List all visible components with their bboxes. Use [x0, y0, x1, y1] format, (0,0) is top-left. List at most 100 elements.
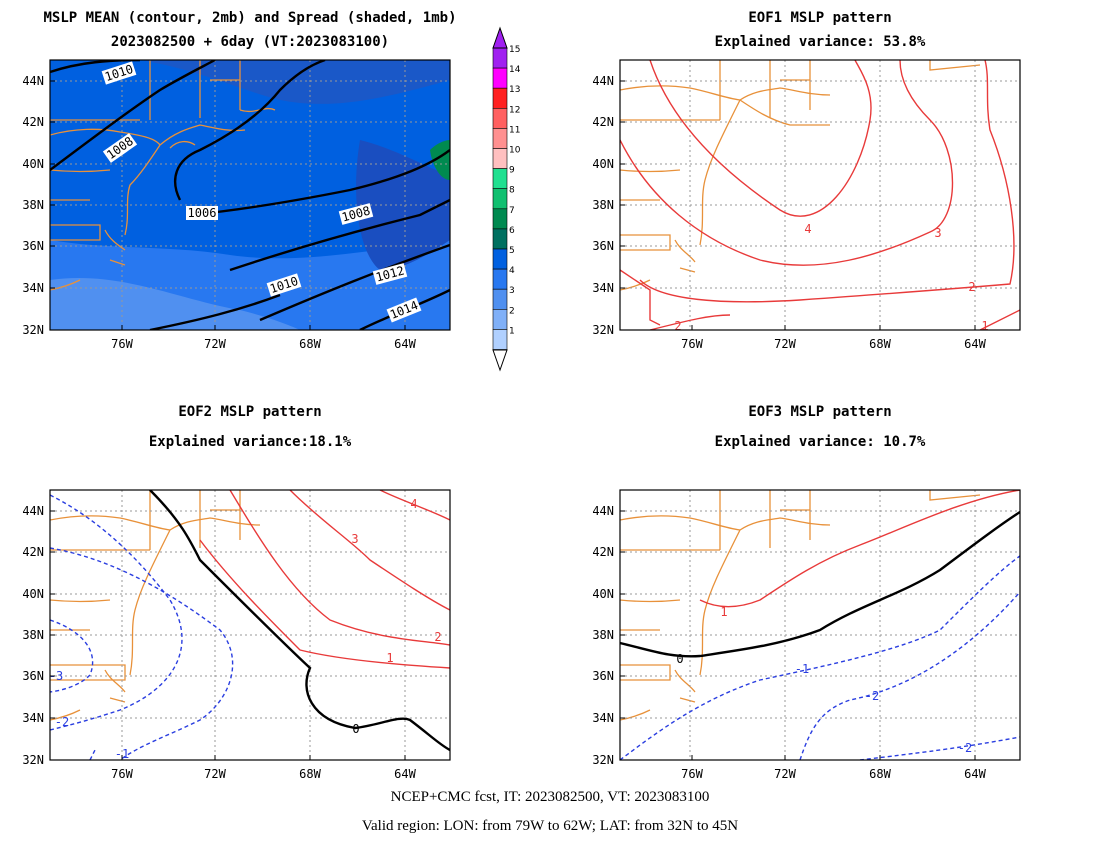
colorbar-label: 7: [509, 206, 515, 216]
colorbar-swatch: [492, 329, 508, 350]
lon-label: 68W: [869, 337, 891, 351]
colorbar-label: 15: [509, 45, 520, 55]
colorbar-swatch: [492, 228, 508, 250]
eof2-label-neg3: -3: [49, 669, 63, 683]
colorbar-swatch: [492, 268, 508, 290]
eof3-label-neg1: -1: [795, 662, 809, 676]
colorbar-swatch: [492, 168, 508, 190]
colorbar-label: 8: [509, 186, 515, 196]
panel1-title-line1: MSLP MEAN (contour, 2mb) and Spread (sha…: [43, 10, 457, 26]
eof2-label-1: 1: [386, 651, 393, 665]
frame-panel4: [619, 489, 1021, 761]
lon-label: 72W: [774, 337, 796, 351]
eof3-contour-labels: 1 0 -1 -2 -2: [676, 605, 972, 755]
lat-label: 36N: [22, 239, 44, 253]
eof1-label-2-b: 2: [674, 319, 681, 333]
lon-label: 68W: [869, 767, 891, 781]
lat-label: 36N: [592, 669, 614, 683]
lat-label: 34N: [592, 711, 614, 725]
lon-label: 64W: [394, 767, 416, 781]
lat-label: 36N: [22, 669, 44, 683]
colorbar-swatch: [492, 148, 508, 169]
coastline-panel3: [50, 490, 261, 721]
lat-label: 44N: [592, 74, 614, 88]
colorbar-label: 13: [509, 85, 520, 95]
colorbar-swatch: [492, 128, 508, 149]
lon-label: 68W: [299, 767, 321, 781]
colorbar-label: 3: [509, 286, 515, 296]
eof2-label-4: 4: [410, 497, 417, 511]
colorbar-swatch: [492, 67, 508, 89]
lat-label: 32N: [22, 323, 44, 337]
colorbar-swatch: [492, 288, 508, 310]
contour-label-1006: 1006: [188, 206, 217, 220]
grid-panel2: [620, 60, 1020, 330]
panel2-title-line2: Explained variance: 53.8%: [714, 34, 926, 50]
lon-label: 64W: [964, 337, 986, 351]
lon-label: 72W: [204, 767, 226, 781]
colorbar-label: 1: [509, 326, 515, 336]
lat-label: 42N: [22, 545, 44, 559]
colorbar-label: 12: [509, 105, 520, 115]
eof3-label-0: 0: [676, 652, 683, 666]
grid-panel4: [620, 490, 1020, 760]
eof1-label-2-a: 2: [968, 280, 975, 294]
coastline-panel4: [620, 490, 981, 721]
lon-label: 64W: [964, 767, 986, 781]
colorbar-swatch: [492, 248, 508, 270]
lon-label: 76W: [681, 767, 703, 781]
spread-shading: [50, 60, 450, 330]
panel1-title-line2: 2023082500 + 6day (VT:2023083100): [110, 34, 390, 50]
colorbar-swatch: [492, 208, 508, 230]
coastline-panel1: [50, 60, 276, 291]
panel2-title-line1: EOF1 MSLP pattern: [748, 10, 892, 26]
frame-panel3: [49, 489, 451, 761]
colorbar-swatch: [492, 47, 508, 69]
colorbar-label: 6: [509, 226, 515, 236]
lat-label: 34N: [592, 281, 614, 295]
eof2-label-3: 3: [351, 532, 358, 546]
eof3-contours: [620, 490, 1020, 760]
lat-label: 40N: [592, 157, 614, 171]
footer-line2: Valid region: LON: from 79W to 62W; LAT:…: [361, 818, 739, 834]
colorbar-top-triangle: [492, 26, 508, 49]
lon-label: 76W: [111, 767, 133, 781]
mean-contour-labels: 1010 1008 1006 1008 1010 1012 1014: [101, 61, 422, 323]
axis-labels: 44N 42N 40N 38N 36N 34N 32N 76W 72W 68W 64W 44N 42N 4…: [22, 74, 986, 781]
eof2-label-neg1: -1: [115, 747, 129, 761]
colorbar-label: 11: [509, 125, 520, 135]
eof2-contours: [50, 490, 450, 760]
lat-label: 38N: [592, 198, 614, 212]
lat-label: 38N: [22, 628, 44, 642]
frame-panel1: [49, 59, 451, 331]
eof2-label-neg2: -2: [55, 715, 69, 729]
eof2-label-2: 2: [434, 630, 441, 644]
lat-label: 38N: [22, 198, 44, 212]
lat-label: 40N: [592, 587, 614, 601]
lat-label: 42N: [592, 115, 614, 129]
lon-label: 68W: [299, 337, 321, 351]
spread-colorbar: 15 14 13 12 11 10 9 8 7 6 5 4 3 2 1: [492, 45, 521, 350]
colorbar-swatch: [492, 188, 508, 210]
mean-contours: [50, 60, 450, 330]
lat-label: 40N: [22, 157, 44, 171]
lat-label: 34N: [22, 281, 44, 295]
eof3-label-neg2-b: -2: [958, 741, 972, 755]
colorbar-swatch: [492, 308, 508, 330]
frame-panel2: [619, 59, 1021, 331]
lat-label: 44N: [592, 504, 614, 518]
panel3-title-line1: EOF2 MSLP pattern: [178, 404, 322, 420]
colorbar-bottom-triangle: [492, 349, 508, 372]
lat-label: 42N: [592, 545, 614, 559]
footer-line1: NCEP+CMC fcst, IT: 2023082500, VT: 20230…: [390, 789, 710, 805]
lat-label: 32N: [22, 753, 44, 767]
lon-label: 72W: [204, 337, 226, 351]
grid-panel3: [50, 490, 450, 760]
colorbar-label: 5: [509, 246, 515, 256]
lon-label: 64W: [394, 337, 416, 351]
colorbar-swatch: [492, 108, 508, 129]
eof3-label-1: 1: [720, 605, 727, 619]
panel3-title-line2: Explained variance:18.1%: [148, 434, 352, 450]
colorbar-label: 9: [509, 166, 515, 176]
